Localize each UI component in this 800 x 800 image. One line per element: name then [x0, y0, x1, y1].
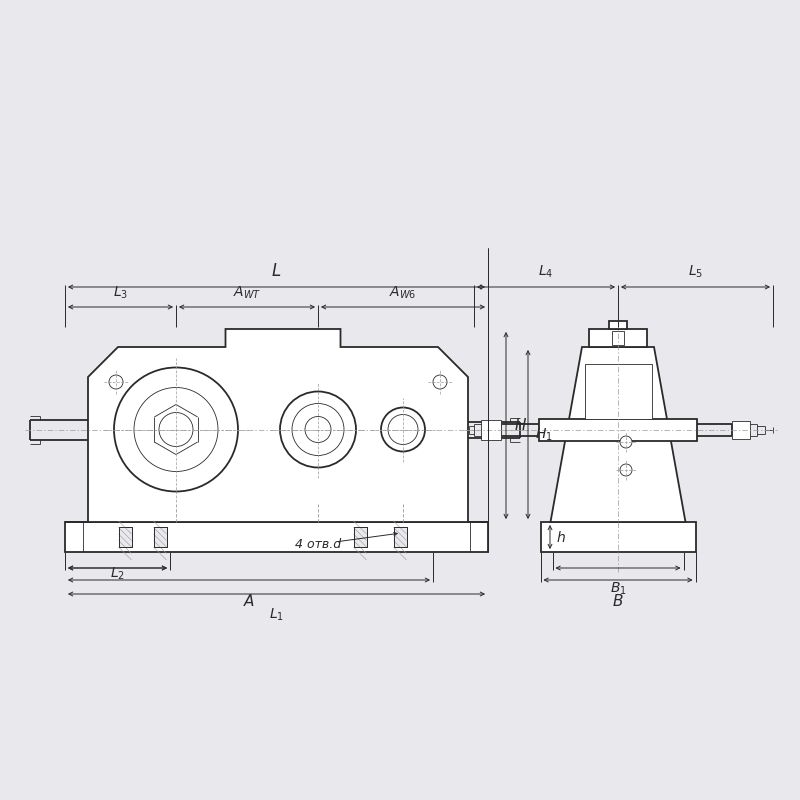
Bar — [354, 527, 366, 547]
Text: $\mathit{A}_{W6}$: $\mathit{A}_{W6}$ — [390, 285, 417, 301]
Bar — [612, 331, 624, 345]
Text: $\mathit{B}_1$: $\mathit{B}_1$ — [610, 581, 626, 598]
Circle shape — [433, 375, 447, 389]
Text: $\mathit{h}$: $\mathit{h}$ — [556, 530, 566, 545]
Bar — [65, 522, 488, 552]
Text: $\mathit{L}_{2}$: $\mathit{L}_{2}$ — [110, 566, 125, 582]
Circle shape — [109, 375, 123, 389]
Circle shape — [280, 391, 356, 467]
Bar — [732, 421, 750, 438]
Text: $\mathit{L}_{5}$: $\mathit{L}_{5}$ — [688, 264, 703, 280]
Text: 4 отв.d: 4 отв.d — [295, 538, 341, 550]
Text: $\mathit{H}_{1}$: $\mathit{H}_{1}$ — [535, 426, 553, 442]
Circle shape — [620, 464, 632, 476]
Text: $\mathit{B}$: $\mathit{B}$ — [612, 593, 624, 609]
Bar — [154, 527, 166, 547]
Circle shape — [114, 367, 238, 491]
Text: $\mathit{L}$: $\mathit{L}$ — [271, 262, 282, 280]
Bar — [354, 527, 366, 547]
Text: $\mathit{L}_{3}$: $\mathit{L}_{3}$ — [113, 285, 128, 301]
Polygon shape — [550, 347, 686, 522]
Bar — [481, 419, 501, 439]
Bar — [154, 527, 166, 547]
Text: $\mathit{A}_{WT}$: $\mathit{A}_{WT}$ — [233, 285, 262, 301]
Bar — [118, 527, 131, 547]
Bar — [541, 522, 695, 552]
Text: $\mathit{L}_{4}$: $\mathit{L}_{4}$ — [538, 264, 554, 280]
Bar — [118, 527, 131, 547]
Polygon shape — [88, 329, 468, 522]
Bar — [394, 527, 406, 547]
Circle shape — [620, 436, 632, 448]
Bar — [394, 527, 406, 547]
Text: $\mathit{A}$: $\mathit{A}$ — [243, 593, 255, 609]
Bar — [585, 363, 651, 418]
Bar — [589, 329, 647, 347]
Bar — [609, 321, 627, 329]
Text: $\mathit{L}_1$: $\mathit{L}_1$ — [269, 607, 284, 623]
Bar — [539, 418, 697, 441]
Circle shape — [381, 407, 425, 451]
Text: $\mathit{H}$: $\mathit{H}$ — [514, 418, 527, 434]
